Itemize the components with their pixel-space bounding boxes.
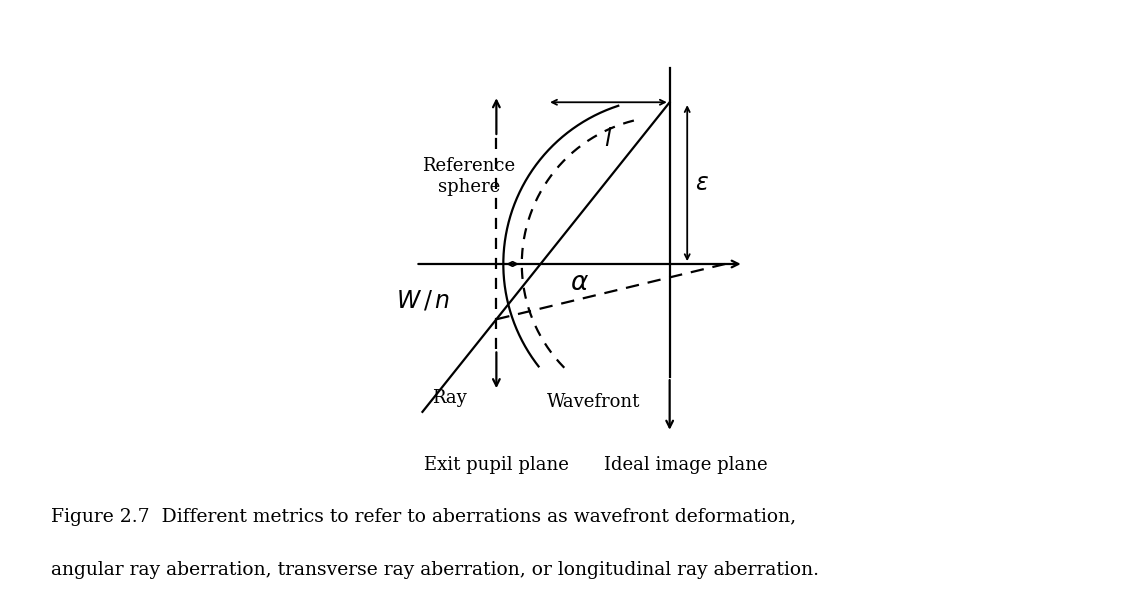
Text: Ideal image plane: Ideal image plane (604, 456, 768, 474)
Text: Reference
sphere: Reference sphere (423, 157, 516, 196)
Text: Ray: Ray (432, 389, 467, 407)
Text: Figure 2.7  Different metrics to refer to aberrations as wavefront deformation,: Figure 2.7 Different metrics to refer to… (51, 508, 796, 526)
Text: $W\,/\,n$: $W\,/\,n$ (395, 289, 450, 313)
Text: $\alpha$: $\alpha$ (570, 270, 590, 295)
Text: $l$: $l$ (604, 128, 612, 151)
Text: angular ray aberration, transverse ray aberration, or longitudinal ray aberratio: angular ray aberration, transverse ray a… (51, 561, 819, 579)
Text: Exit pupil plane: Exit pupil plane (424, 456, 569, 474)
Text: Wavefront: Wavefront (548, 393, 641, 412)
Text: $\varepsilon$: $\varepsilon$ (695, 171, 709, 195)
